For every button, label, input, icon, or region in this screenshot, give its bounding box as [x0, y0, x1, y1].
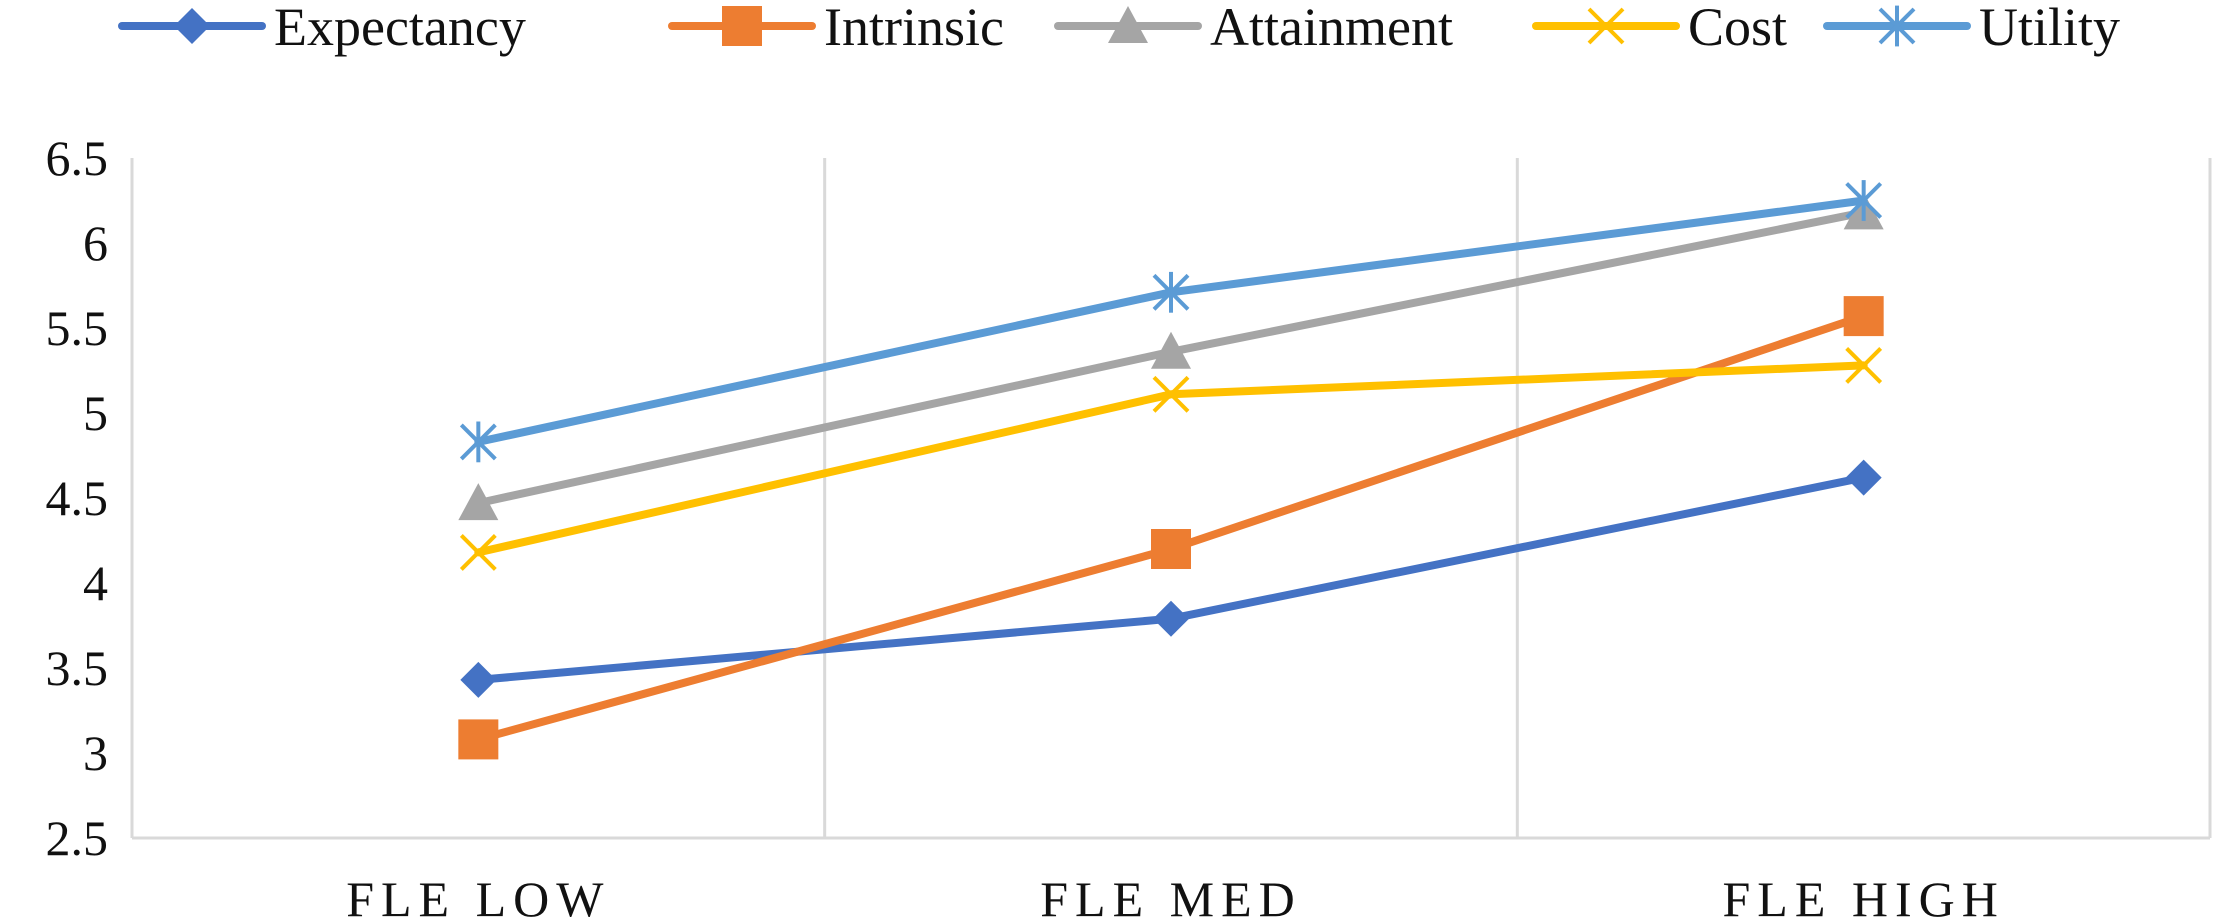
x-tick-label: FLE MED	[1040, 871, 1302, 921]
data-point-utility	[1152, 271, 1190, 313]
x-axis: FLE LOW FLE MED FLE HIGH	[346, 871, 2004, 921]
series-utility	[459, 180, 1883, 463]
legend-label: Cost	[1688, 0, 1787, 57]
data-point-intrinsic	[458, 719, 499, 760]
data-point-attainment	[1151, 331, 1191, 369]
series-cost	[459, 346, 1883, 571]
legend-marker	[1108, 6, 1148, 43]
series-intrinsic	[458, 296, 1884, 760]
legend-label: Attainment	[1210, 0, 1453, 57]
data-point-cost	[459, 533, 497, 571]
legend-marker	[1878, 5, 1916, 47]
y-tick-label: 4	[83, 555, 108, 611]
y-tick-label: 6.5	[46, 130, 109, 186]
data-point-expectancy	[1153, 600, 1189, 637]
legend-marker	[722, 6, 762, 46]
legend-item-utility: Utility	[1823, 0, 2120, 57]
x-tick-label: FLE HIGH	[1722, 871, 2004, 921]
legend-item-intrinsic: Intrinsic	[668, 0, 1004, 57]
legend-label: Utility	[1979, 0, 2120, 57]
legend-marker	[1587, 7, 1625, 45]
data-point-intrinsic	[1151, 529, 1191, 569]
data-point-utility	[1845, 180, 1883, 221]
data-point-intrinsic	[1843, 296, 1884, 337]
data-point-attainment	[458, 483, 499, 521]
series-line-utility	[474, 196, 1868, 446]
legend-marker	[174, 8, 210, 44]
series-line-intrinsic	[474, 312, 1868, 744]
gridlines	[130, 158, 2212, 840]
plot-area: 2.5 3 3.5 4 4.5 5 5.5 6 6.5 FLE LOW FLE MED FLE HI…	[46, 130, 2212, 921]
data-point-expectancy	[1845, 459, 1882, 496]
legend-label: Expectancy	[274, 0, 526, 57]
data-point-expectancy	[460, 661, 497, 698]
x-tick-label: FLE LOW	[346, 871, 610, 921]
y-tick-label: 5.5	[46, 300, 109, 356]
legend: Expectancy Intrinsic Attainment Cost Utility	[118, 0, 2120, 57]
y-tick-label: 3	[83, 725, 108, 781]
data-point-cost	[1152, 375, 1190, 413]
data-point-cost	[1845, 346, 1883, 384]
y-tick-label: 6	[83, 215, 108, 271]
series-group	[458, 180, 1884, 760]
y-tick-label: 4.5	[46, 470, 109, 526]
y-axis: 2.5 3 3.5 4 4.5 5 5.5 6 6.5	[46, 130, 109, 866]
legend-item-attainment: Attainment	[1054, 0, 1453, 57]
series-expectancy	[460, 459, 1882, 698]
legend-item-cost: Cost	[1532, 0, 1787, 57]
legend-label: Intrinsic	[824, 0, 1004, 57]
legend-item-expectancy: Expectancy	[118, 0, 526, 57]
y-tick-label: 2.5	[46, 810, 109, 866]
data-point-utility	[459, 421, 497, 463]
y-tick-label: 3.5	[46, 640, 109, 696]
series-attainment	[458, 192, 1884, 521]
y-tick-label: 5	[83, 385, 108, 441]
